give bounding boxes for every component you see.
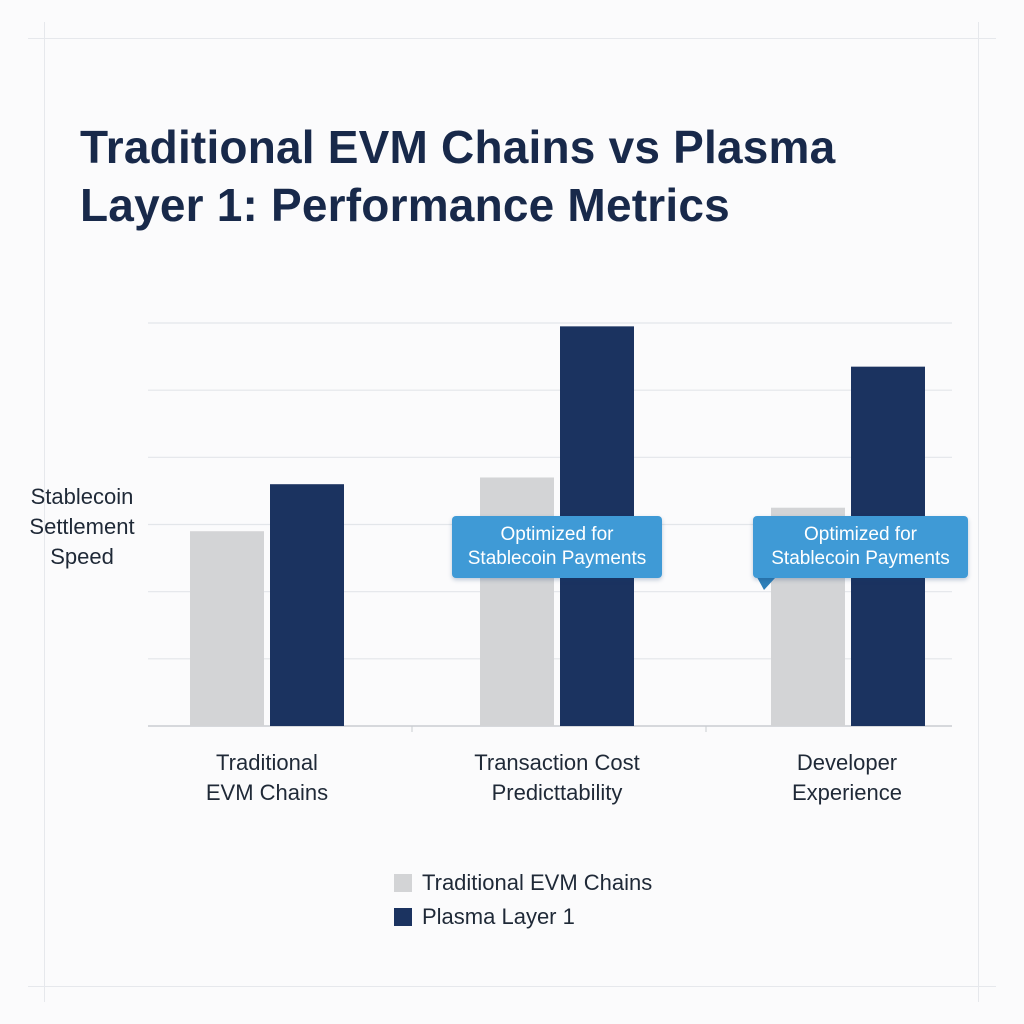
annotation-line: Optimized for	[804, 524, 917, 545]
y-axis-label-line-1: Stablecoin	[30, 484, 134, 509]
y-axis-label-line-3: Speed	[50, 544, 114, 569]
frame-left-line	[44, 22, 45, 1002]
legend-swatch-traditional	[394, 874, 412, 892]
legend-item-plasma: Plasma Layer 1	[394, 900, 652, 934]
bar-traditional-1	[480, 477, 554, 726]
frame-right-line	[978, 22, 979, 1002]
legend-label-plasma: Plasma Layer 1	[422, 904, 575, 929]
annotation-line: Stablecoin Payments	[771, 548, 950, 569]
frame-top-line	[28, 38, 996, 39]
frame-bottom-line	[28, 986, 996, 987]
y-axis-label: Stablecoin Settlement Speed	[12, 482, 152, 572]
x-tick-line: Developer	[796, 750, 898, 775]
annotation-callout-transaction-cost: Optimized for Stablecoin Payments	[452, 516, 662, 578]
annotation-callout-developer-experience: Optimized for Stablecoin Payments	[753, 516, 968, 578]
x-tick-line: EVM Chains	[205, 780, 329, 805]
legend: Traditional EVM Chains Plasma Layer 1	[394, 866, 652, 934]
chart-title-line-2: Layer 1: Performance Metrics	[80, 179, 730, 231]
bar-plasma-0	[270, 484, 344, 726]
chart-title: Traditional EVM Chains vs Plasma Layer 1…	[80, 118, 960, 234]
legend-label-traditional: Traditional EVM Chains	[422, 870, 653, 895]
y-axis-label-line-2: Settlement	[29, 514, 135, 539]
legend-swatch-plasma	[394, 908, 412, 926]
x-tick-label-transaction-cost: Transaction Cost Predicttability	[447, 748, 667, 808]
annotation-line: Stablecoin Payments	[467, 548, 647, 569]
x-tick-label-traditional: Traditional EVM Chains	[157, 748, 377, 808]
annotation-line: Optimized for	[500, 524, 614, 545]
bar-traditional-0	[190, 531, 264, 726]
legend-item-traditional: Traditional EVM Chains	[394, 866, 652, 900]
chart-title-line-1: Traditional EVM Chains vs Plasma	[80, 121, 836, 173]
x-tick-line: Transaction Cost	[474, 750, 640, 775]
x-tick-label-developer-experience: Developer Experience	[737, 748, 957, 808]
x-tick-line: Experience	[791, 780, 903, 805]
x-tick-line: Predicttability	[491, 780, 623, 805]
x-tick-line: Traditional	[216, 750, 318, 775]
